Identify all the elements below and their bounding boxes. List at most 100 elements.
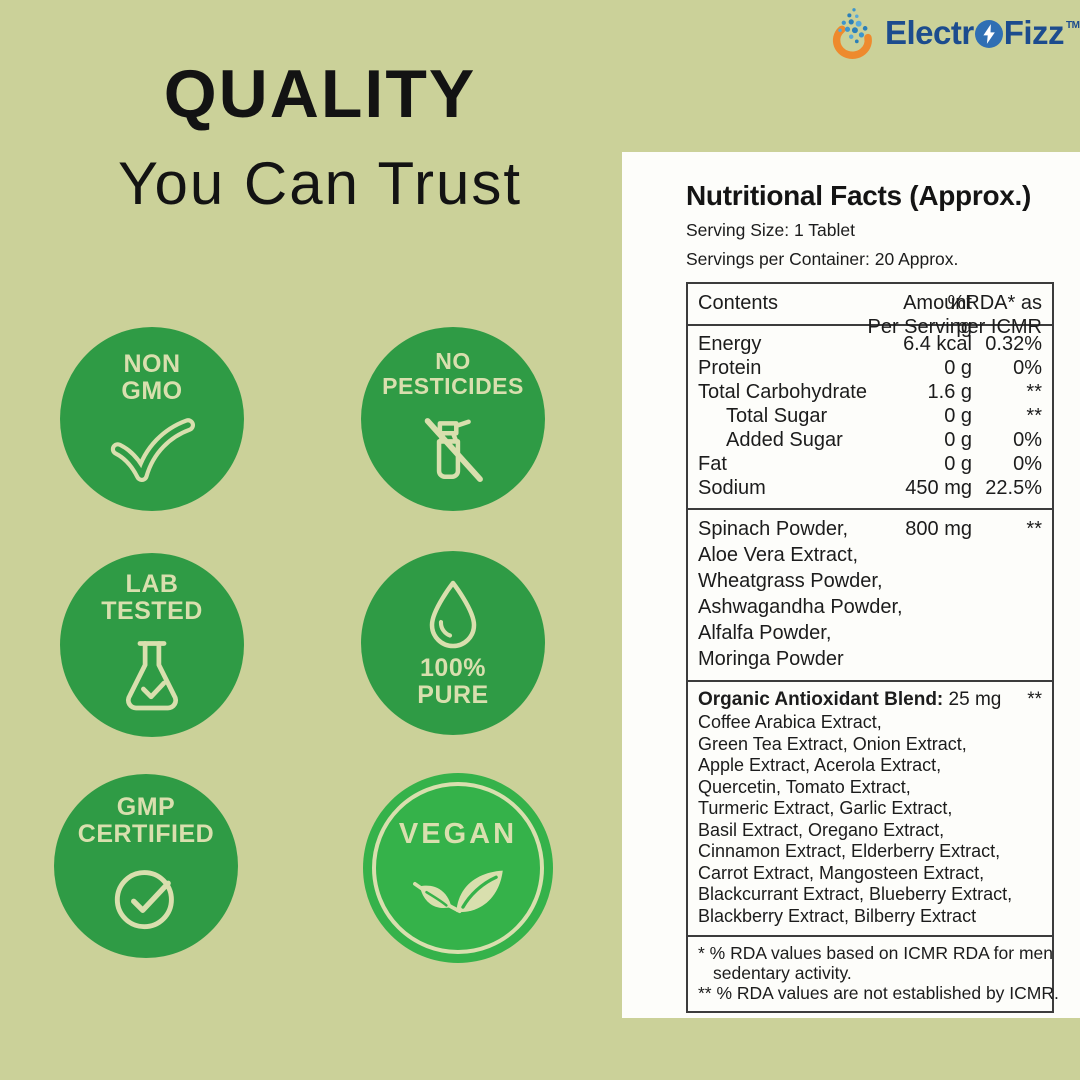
row-name: Spinach Powder,: [698, 518, 849, 540]
nutrition-table: Contents Amount Per Serving %RDA* as per…: [686, 282, 1059, 1013]
ingredient-line: Blackberry Extract, Bilberry Extract: [698, 905, 977, 926]
row-name: Added Sugar: [726, 429, 843, 451]
brand-name-suffix: Fizz: [1003, 14, 1065, 51]
no-spray-bottle-icon: [424, 418, 483, 483]
nutrition-title: Nutritional Facts (Approx.): [686, 180, 1032, 211]
table-row: Fat 0 g 0%: [698, 452, 1042, 476]
check-sprout-icon: [110, 417, 196, 482]
table-row: Total Sugar 0 g **: [698, 404, 1042, 428]
row-rda: 0%: [1013, 357, 1042, 379]
water-droplet-icon: [429, 580, 477, 648]
ingredient-line: Apple Extract, Acerola Extract,: [698, 755, 942, 775]
table-row: Protein 0 g 0%: [698, 356, 1042, 380]
ingredient-line: Quercetin, Tomato Extract,: [698, 776, 911, 797]
table-row: Added Sugar 0 g 0%: [698, 428, 1042, 452]
ingredient-line: Cinnamon Extract, Elderberry Extract,: [698, 841, 1001, 861]
serving-size: Serving Size: 1 Tablet: [686, 220, 855, 240]
row-amount: 0 g: [944, 429, 972, 451]
lightning-bolt-icon: [974, 20, 1003, 48]
column-header-line: Per Serving: [867, 316, 973, 338]
badge-label-line: LAB: [125, 569, 179, 598]
badge-vegan: VEGAN: [363, 773, 553, 963]
row-name: Energy: [698, 333, 762, 355]
row-name: Sodium: [698, 477, 766, 499]
badge-label-line: PESTICIDES: [382, 373, 524, 399]
badge-label-line: GMO: [121, 377, 183, 405]
headline: QUALITY You Can Trust: [40, 55, 600, 218]
brand-logo: Electr Fizz TM: [828, 5, 1080, 61]
badge-100-pure: 100% PURE: [361, 551, 545, 735]
column-header-amount: Amount Per Serving: [868, 291, 973, 339]
ingredient-line: Wheatgrass Powder,: [698, 570, 883, 592]
greens-section: Spinach Powder, 800 mg ** Aloe Vera Extr…: [688, 508, 1052, 680]
ingredient-line: Alfalfa Powder,: [698, 622, 832, 644]
column-header-contents: Contents: [698, 292, 779, 314]
badge-label-line: GMP: [116, 792, 176, 821]
nutrition-main-rows: Energy 6.4 kcal 0.32% Protein 0 g 0% Tot…: [688, 324, 1052, 508]
nutrition-table-header: Contents Amount Per Serving %RDA* as per…: [688, 284, 1052, 338]
row-rda: **: [1026, 381, 1042, 403]
badge-label-line: PURE: [417, 681, 489, 709]
badge-label-line: CERTIFIED: [77, 820, 215, 848]
badge-vegan-label: VEGAN: [398, 818, 518, 851]
flask-check-icon: [125, 640, 179, 710]
row-amount: 0 g: [944, 453, 972, 475]
badge-gmp-certified: GMP CERTIFIED: [54, 774, 238, 958]
row-amount: 6.4 kcal: [903, 333, 972, 355]
table-row: Sodium 450 mg 22.5%: [698, 476, 1042, 500]
row-name: Protein: [698, 357, 762, 379]
ingredient-line: Basil Extract, Oregano Extract,: [698, 819, 945, 840]
fizz-droplet-icon: [832, 8, 872, 59]
table-row: Total Carbohydrate 1.6 g **: [698, 380, 1042, 404]
badge-label-line: NON: [123, 349, 181, 378]
nutrition-panel: Nutritional Facts (Approx.) Serving Size…: [622, 152, 1080, 1018]
brand-name: Electr Fizz TM: [885, 14, 1080, 52]
circle-check-icon: [114, 869, 174, 929]
row-amount: 1.6 g: [927, 381, 972, 403]
footnote-line: sedentary activity.: [713, 963, 852, 983]
badge-gmp-certified-label: GMP CERTIFIED: [77, 792, 215, 849]
blend-header-row: Organic Antioxidant Blend: 25 mg **: [698, 688, 1042, 712]
brand-name-prefix: Electr: [885, 14, 974, 51]
ingredient-line: Carrot Extract, Mangosteen Extract,: [698, 862, 985, 883]
headline-subtitle: You Can Trust: [117, 150, 523, 217]
badge-100-pure-label: 100% PURE: [417, 653, 489, 710]
row-rda: 0%: [1013, 429, 1042, 451]
ingredient-line: Blackcurrant Extract, Blueberry Extract,: [698, 884, 1013, 904]
leaves-icon: [413, 870, 503, 914]
row-amount: 800 mg: [905, 518, 972, 540]
badge-non-gmo: NON GMO: [60, 327, 244, 511]
badge-no-pesticides-label: NO PESTICIDES: [382, 347, 524, 400]
table-row: Energy 6.4 kcal 0.32%: [698, 332, 1042, 356]
badge-lab-tested: LAB TESTED: [60, 553, 244, 737]
column-header-rda: %RDA* as per ICMR: [948, 291, 1042, 339]
row-rda: **: [1026, 405, 1042, 427]
row-name: Total Carbohydrate: [698, 381, 867, 403]
footnotes-section: * % RDA values based on ICMR RDA for men…: [688, 935, 1059, 1011]
row-rda: 22.5%: [985, 477, 1042, 499]
blend-amount: 25 mg: [948, 689, 1002, 710]
row-amount: 0 g: [944, 405, 972, 427]
ingredient-line: Coffee Arabica Extract,: [698, 712, 882, 732]
blend-label: Organic Antioxidant Blend:: [698, 689, 944, 710]
column-header-line: %RDA* as: [947, 292, 1042, 314]
badge-no-pesticides: NO PESTICIDES: [361, 327, 545, 511]
badge-label-line: VEGAN: [398, 818, 518, 851]
badge-label-line: TESTED: [101, 597, 203, 625]
badge-label-line: 100%: [420, 653, 486, 682]
ingredient-line: Green Tea Extract, Onion Extract,: [698, 733, 967, 754]
row-amount: 450 mg: [905, 477, 972, 499]
antioxidant-blend-section: Organic Antioxidant Blend: 25 mg ** Coff…: [688, 680, 1052, 935]
badge-non-gmo-label: NON GMO: [121, 349, 183, 406]
column-header-line: per ICMR: [956, 316, 1042, 338]
ingredient-line: Moringa Powder: [698, 648, 844, 670]
trademark-symbol: TM: [1066, 19, 1080, 31]
headline-title: QUALITY: [163, 56, 477, 132]
table-row: Spinach Powder, 800 mg **: [698, 516, 1042, 542]
row-name: Total Sugar: [726, 405, 828, 427]
footnote-line: * % RDA values based on ICMR RDA for men: [698, 943, 1054, 963]
badge-label-line: NO: [435, 347, 471, 374]
row-rda: 0%: [1013, 453, 1042, 475]
row-name: Fat: [698, 453, 727, 475]
